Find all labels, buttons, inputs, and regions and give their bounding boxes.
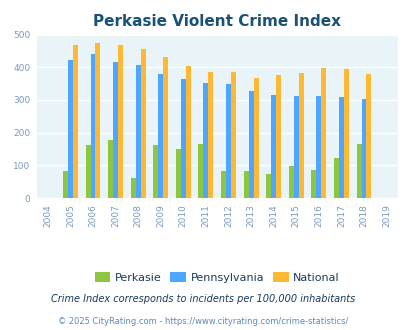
Bar bbox=[118, 46, 123, 198]
Bar bbox=[230, 72, 235, 198]
Bar bbox=[333, 158, 338, 198]
Legend: Perkasie, Pennsylvania, National: Perkasie, Pennsylvania, National bbox=[90, 268, 343, 287]
Bar bbox=[311, 170, 315, 198]
Bar bbox=[85, 145, 90, 198]
Bar bbox=[266, 174, 271, 198]
Bar bbox=[271, 95, 275, 198]
Bar bbox=[90, 54, 95, 198]
Bar bbox=[220, 171, 226, 198]
Bar bbox=[130, 178, 135, 198]
Title: Perkasie Violent Crime Index: Perkasie Violent Crime Index bbox=[93, 14, 340, 29]
Bar bbox=[153, 145, 158, 198]
Bar bbox=[226, 84, 230, 198]
Bar bbox=[180, 79, 185, 198]
Bar bbox=[73, 45, 78, 198]
Bar bbox=[198, 144, 203, 198]
Bar bbox=[315, 96, 320, 198]
Bar bbox=[298, 73, 303, 198]
Bar bbox=[288, 166, 293, 198]
Bar bbox=[163, 57, 168, 198]
Bar bbox=[175, 149, 180, 198]
Bar bbox=[95, 44, 100, 198]
Text: Crime Index corresponds to incidents per 100,000 inhabitants: Crime Index corresponds to incidents per… bbox=[51, 294, 354, 304]
Bar bbox=[253, 78, 258, 198]
Bar bbox=[356, 144, 360, 198]
Bar bbox=[208, 72, 213, 198]
Bar bbox=[320, 68, 326, 198]
Bar bbox=[248, 90, 253, 198]
Bar bbox=[243, 171, 248, 198]
Bar bbox=[360, 99, 366, 198]
Bar bbox=[63, 171, 68, 198]
Bar bbox=[113, 62, 118, 198]
Text: © 2025 CityRating.com - https://www.cityrating.com/crime-statistics/: © 2025 CityRating.com - https://www.city… bbox=[58, 317, 347, 326]
Bar bbox=[68, 60, 73, 198]
Bar bbox=[343, 69, 348, 198]
Bar bbox=[108, 140, 113, 198]
Bar bbox=[135, 65, 140, 198]
Bar bbox=[275, 75, 280, 198]
Bar bbox=[158, 74, 163, 198]
Bar bbox=[338, 97, 343, 198]
Bar bbox=[140, 50, 145, 198]
Bar bbox=[203, 83, 208, 198]
Bar bbox=[366, 74, 371, 198]
Bar bbox=[293, 96, 298, 198]
Bar bbox=[185, 66, 190, 198]
